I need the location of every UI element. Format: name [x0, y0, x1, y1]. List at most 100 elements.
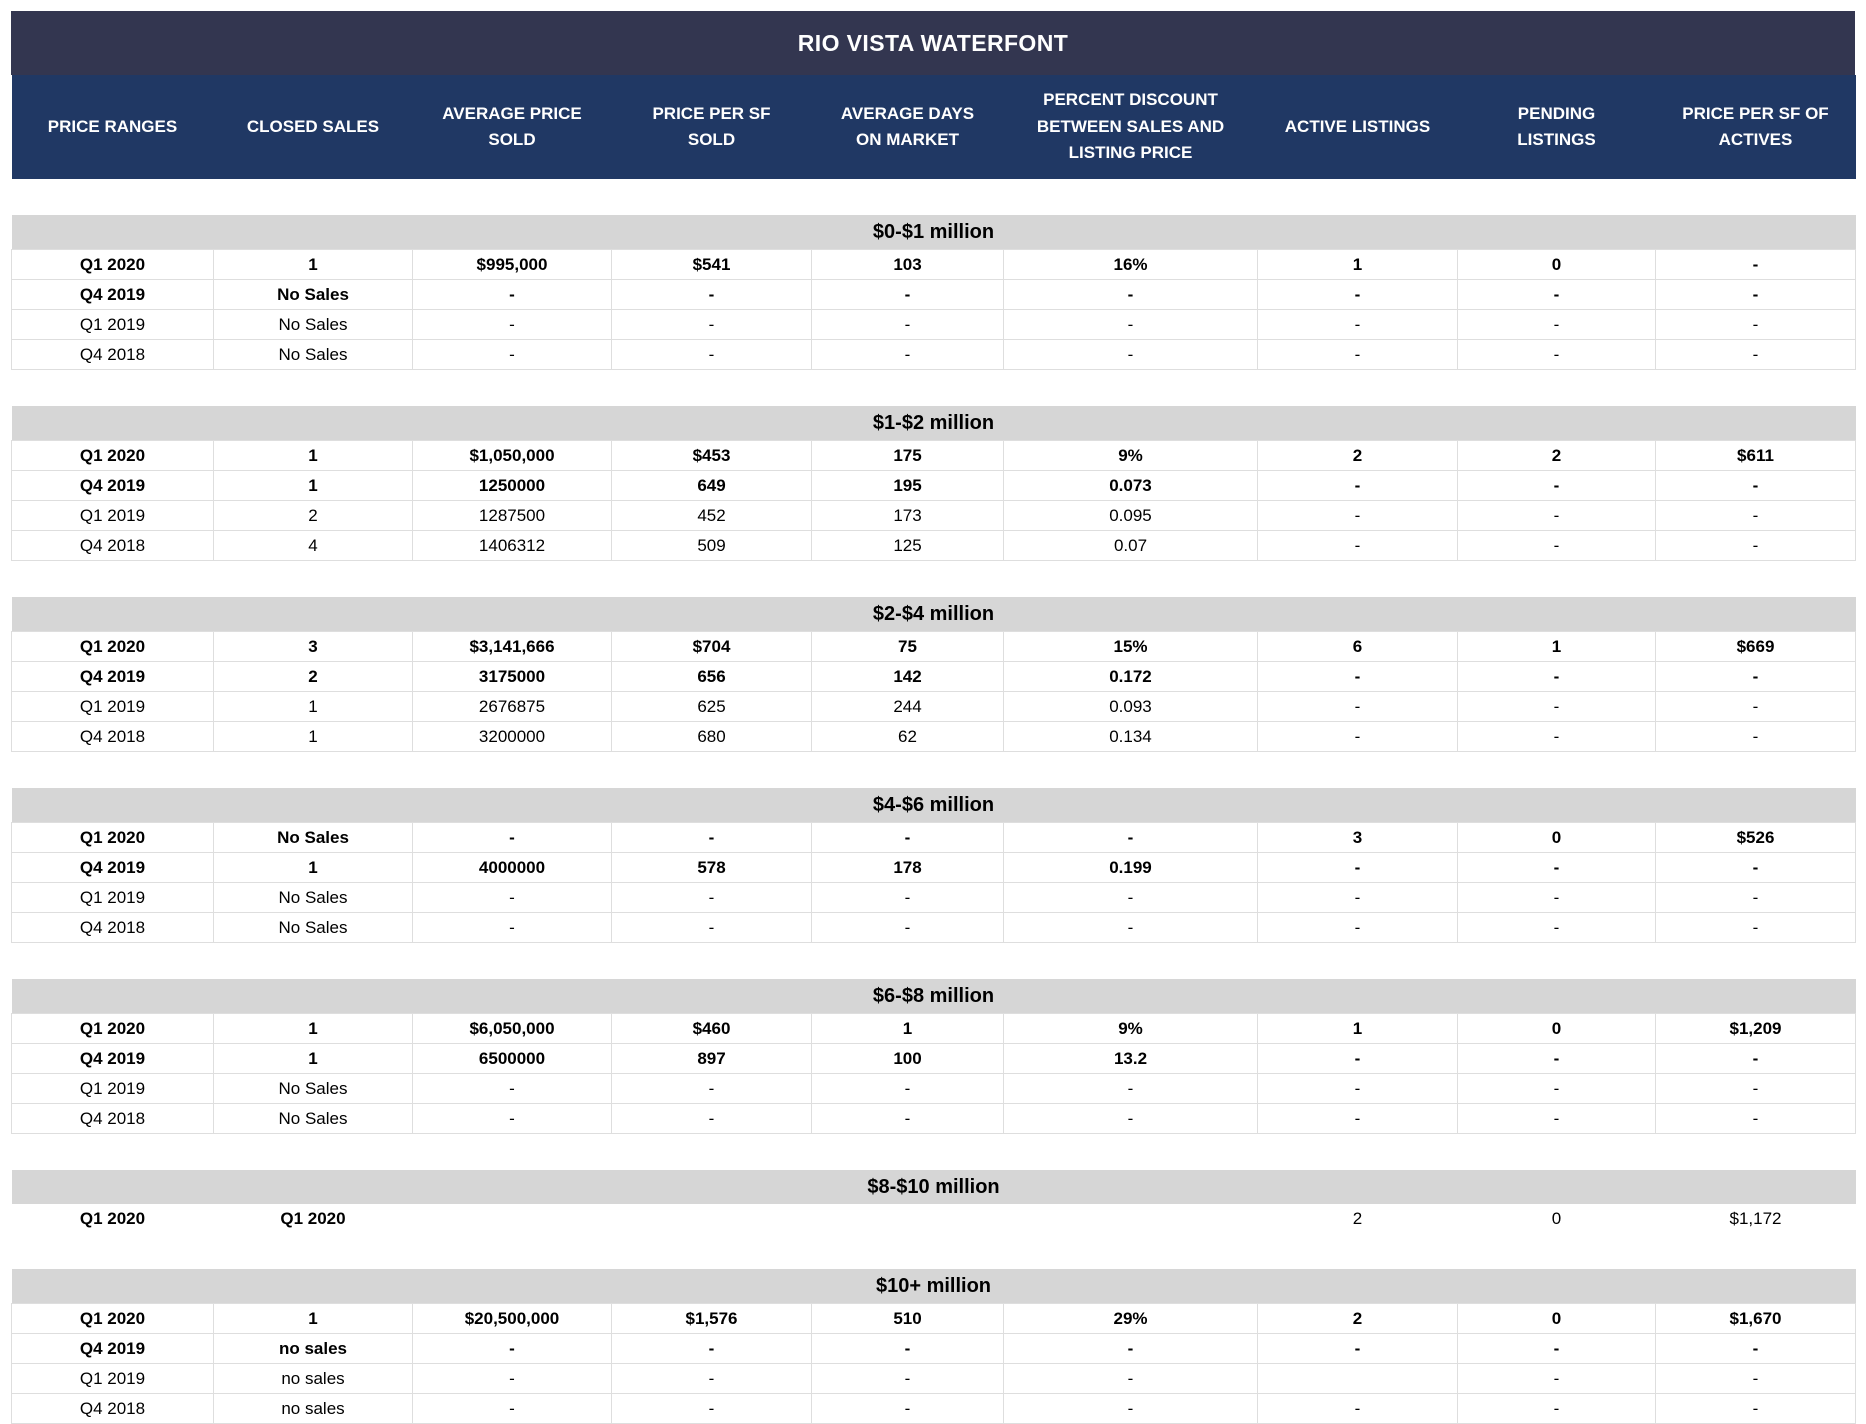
table-cell: -	[1257, 500, 1458, 531]
table-row: Q1 2019 1 2676875 625 244 0.093- - -	[11, 691, 1856, 722]
table-cell: -	[1655, 1363, 1856, 1394]
table-cell: -	[412, 912, 612, 943]
table-cell: 103	[811, 249, 1004, 280]
table-cell: -	[1457, 1393, 1656, 1424]
table-row: Q4 2018 No Sales - - - - - - -	[11, 1103, 1856, 1134]
table-cell: Q4 2018	[11, 530, 214, 561]
table-cell: 509	[611, 530, 812, 561]
table-cell: 13.2	[1003, 1043, 1258, 1074]
table-cell: -	[811, 1363, 1004, 1394]
table-cell: -	[1457, 1363, 1656, 1394]
table-cell: -	[1457, 852, 1656, 883]
table-cell: 0	[1457, 822, 1656, 853]
table-cell: 578	[611, 852, 812, 883]
table-cell: -	[412, 1393, 612, 1424]
section-band: $8-$10 million	[11, 1170, 1856, 1204]
table-cell: Q4 2019	[11, 470, 214, 501]
table-row: Q1 2020 3 $3,141,666 $704 75 15% 6 1 $669	[11, 631, 1856, 662]
table-cell: Q1 2020	[11, 822, 214, 853]
table-cell: Q1 2019	[11, 882, 214, 913]
table-cell: -	[1655, 470, 1856, 501]
table-cell: $20,500,000	[412, 1303, 612, 1334]
table-cell: -	[1257, 852, 1458, 883]
table-cell: 1	[811, 1013, 1004, 1044]
table-cell: -	[1655, 661, 1856, 692]
table-cell: 3	[1257, 822, 1458, 853]
table-cell: 1	[213, 691, 413, 722]
table-cell: 178	[811, 852, 1004, 883]
table-cell: 0.172	[1003, 661, 1258, 692]
table-cell: 4	[213, 530, 413, 561]
table-cell: Q1 2020	[11, 1303, 214, 1334]
table-cell: -	[412, 882, 612, 913]
table-cell: -	[611, 279, 812, 310]
table-cell: -	[1003, 309, 1258, 340]
column-header: CLOSED SALES	[213, 75, 413, 179]
table-cell: -	[611, 1393, 812, 1424]
table-cell: -	[1655, 852, 1856, 883]
table-cell: -	[1257, 882, 1458, 913]
table-cell: 2	[213, 500, 413, 531]
table-cell: 244	[811, 691, 1004, 722]
table-cell: -	[1257, 1103, 1458, 1134]
table-cell: $460	[611, 1013, 812, 1044]
table-row: Q1 2019 No Sales - - - - - - -	[11, 309, 1856, 340]
table-cell: 1406312	[412, 530, 612, 561]
table-cell: -	[611, 309, 812, 340]
section-band: $2-$4 million	[11, 597, 1856, 632]
section-gap	[11, 1133, 1856, 1170]
table-cell: -	[1655, 309, 1856, 340]
table-cell: 3200000	[412, 721, 612, 752]
report-title-bar: RIO VISTA WATERFONT	[11, 11, 1855, 75]
table-cell: -	[1457, 470, 1656, 501]
table-cell: 510	[811, 1303, 1004, 1334]
table-row: Q1 2020 1 $6,050,000 $460 1 9% 1 0 $1,209	[11, 1013, 1856, 1044]
table-cell: 1287500	[412, 500, 612, 531]
table-cell: -	[611, 912, 812, 943]
table-cell: No Sales	[213, 1073, 413, 1104]
table-cell: -	[1457, 1073, 1656, 1104]
table-cell: 0.093	[1003, 691, 1258, 722]
table-cell: -	[1257, 1043, 1458, 1074]
table-cell: 0	[1457, 1303, 1656, 1334]
table-cell: 452	[611, 500, 812, 531]
table-row: Q4 2018 1 3200000 680 62 0.134- - -	[11, 721, 1856, 752]
table-cell: 625	[611, 691, 812, 722]
table-cell: $611	[1655, 440, 1856, 471]
table-cell: Q4 2018	[11, 1103, 214, 1134]
section-gap	[11, 179, 1856, 215]
table-cell: -	[412, 279, 612, 310]
table-cell: -	[1457, 721, 1656, 752]
table-cell: 1250000	[412, 470, 612, 501]
table-cell: 0.095	[1003, 500, 1258, 531]
table-cell: -	[811, 279, 1004, 310]
table-cell: Q1 2019	[11, 691, 214, 722]
table-cell: 1	[213, 249, 413, 280]
section-gap	[11, 369, 1856, 406]
table-row: Q4 2018 No Sales - - - - - - -	[11, 912, 1856, 943]
table-cell: Q1 2020	[11, 440, 214, 471]
table-cell: -	[1457, 309, 1656, 340]
table-cell: 1	[213, 1043, 413, 1074]
table-cell: 2	[1257, 1303, 1458, 1334]
table-row: Q4 2019 no sales - - - - - - -	[11, 1333, 1856, 1364]
table-cell: No Sales	[213, 339, 413, 370]
table-cell: -	[1457, 661, 1656, 692]
table-cell: -	[1655, 279, 1856, 310]
table-cell: 75	[811, 631, 1004, 662]
section-gap	[11, 751, 1856, 788]
section-band: $0-$1 million	[11, 215, 1856, 250]
header-row: PRICE RANGES CLOSED SALES AVERAGE PRICE SO…	[11, 75, 1856, 179]
table-cell: 1	[1257, 1013, 1458, 1044]
table-cell: -	[611, 339, 812, 370]
table-cell: 2	[1257, 440, 1458, 471]
table-cell: $3,141,666	[412, 631, 612, 662]
table-row: Q4 2018 no sales - - - - - - -	[11, 1393, 1856, 1424]
section-band: $6-$8 million	[11, 979, 1856, 1014]
table-cell: -	[412, 1073, 612, 1104]
table-cell: -	[1655, 249, 1856, 280]
table-cell: 142	[811, 661, 1004, 692]
table-cell: -	[1257, 1073, 1458, 1104]
section-band: $10+ million	[11, 1269, 1856, 1304]
